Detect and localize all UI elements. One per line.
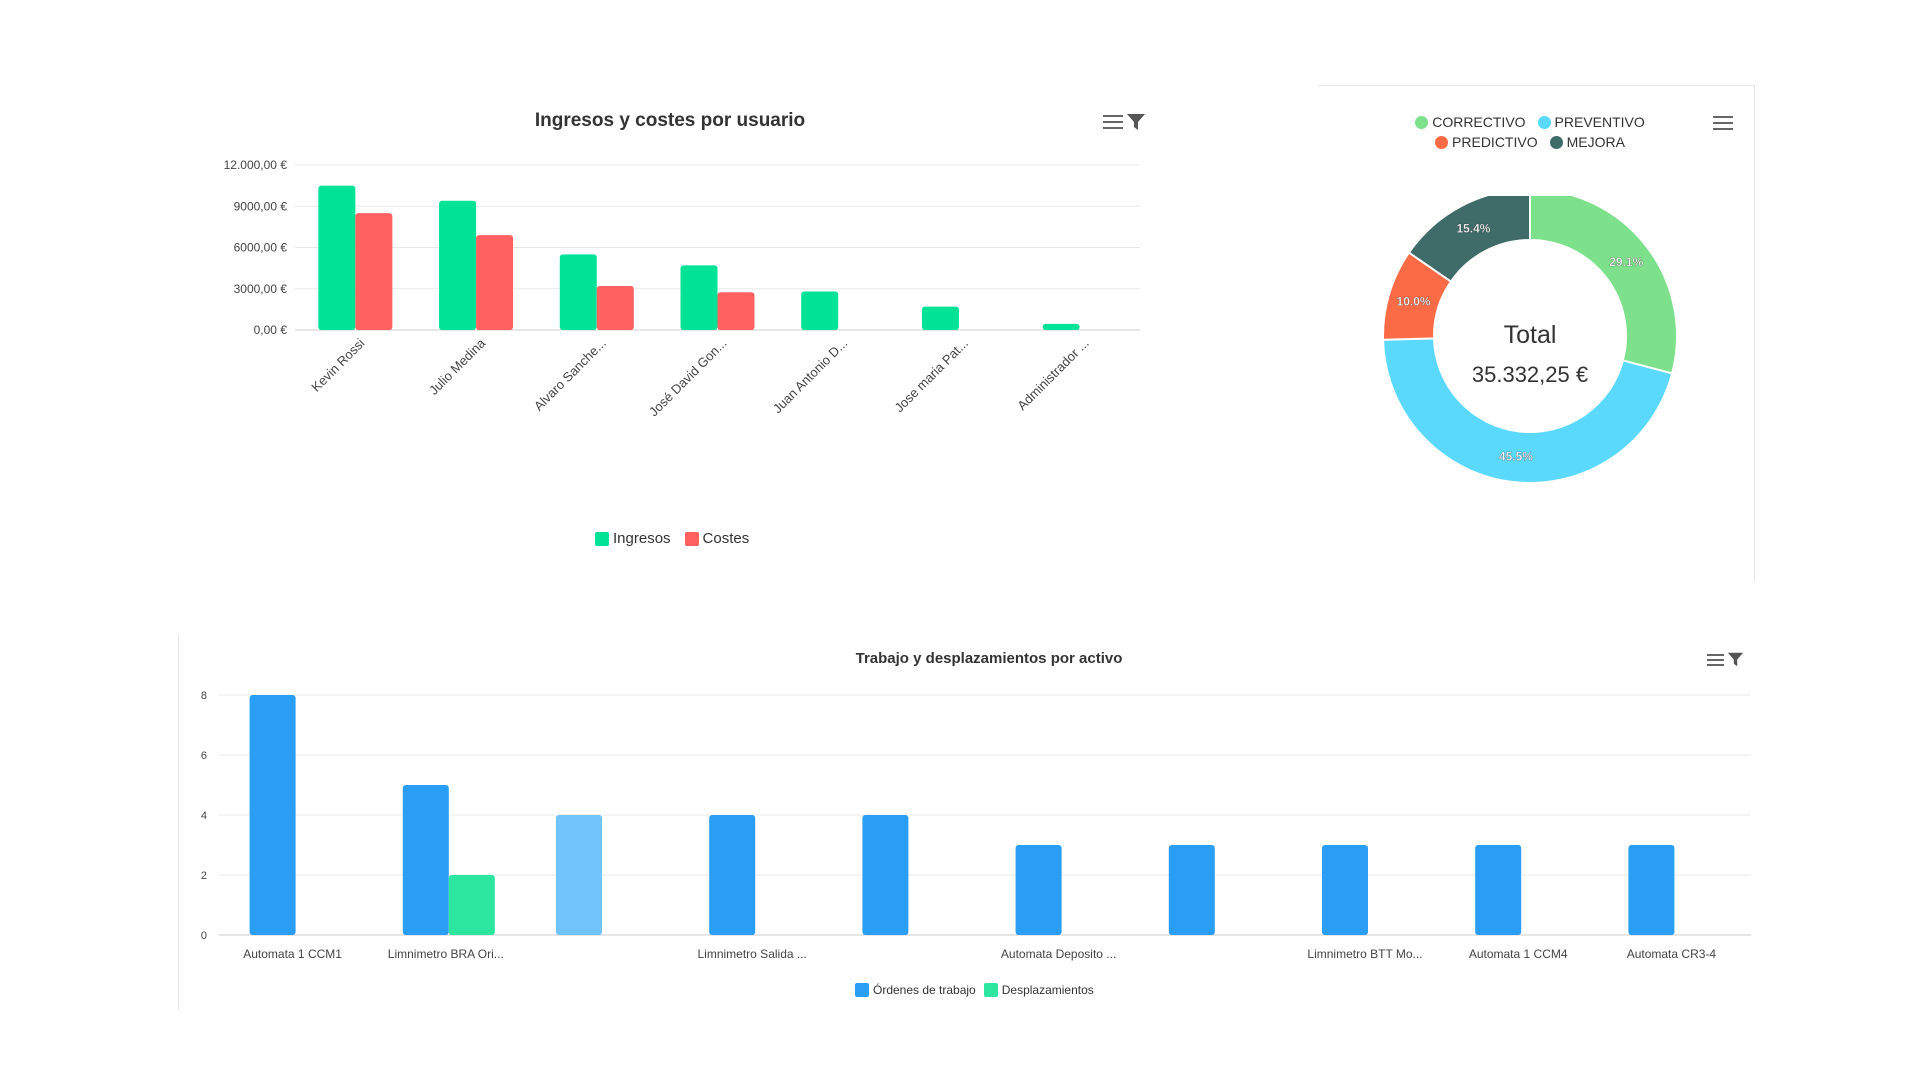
legend-item[interactable]: Órdenes de trabajo: [855, 983, 976, 997]
y-tick-label: 3000,00 €: [234, 282, 288, 296]
bar: [921, 306, 959, 330]
bar: [862, 815, 909, 935]
slice-label: 29.1%: [1609, 255, 1643, 269]
legend-item[interactable]: MEJORA: [1549, 134, 1625, 150]
menu-icon[interactable]: [1103, 115, 1123, 129]
donut-center-title: Total: [1503, 321, 1557, 349]
menu-icon[interactable]: [1713, 116, 1733, 130]
x-tick-label: Limnimetro Salida ...: [698, 947, 807, 961]
chart-toolbar: [1103, 112, 1146, 132]
x-tick-label: Automata CR3-4: [1627, 947, 1717, 961]
legend-label: Órdenes de trabajo: [873, 983, 976, 997]
chart-legend: Órdenes de trabajo Desplazamientos: [855, 983, 1094, 997]
x-tick-label: Alvaro Sanche...: [531, 336, 609, 414]
legend-item[interactable]: CORRECTIVO: [1415, 114, 1526, 130]
bar: [1168, 845, 1215, 935]
legend-item[interactable]: PREDICTIVO: [1435, 134, 1538, 150]
legend-swatch: [1537, 115, 1551, 129]
x-tick-label: Limnimetro BRA Ori...: [388, 947, 504, 961]
x-tick-label: Automata 1 CCM1: [243, 947, 342, 961]
x-tick-label: Automata Deposito ...: [1001, 947, 1116, 961]
filter-icon[interactable]: [1727, 651, 1744, 668]
legend-swatch: [983, 983, 998, 997]
bar: [709, 815, 756, 935]
y-tick-label: 6: [201, 750, 207, 762]
chart-legend: Ingresos Costes: [595, 530, 749, 547]
legend-label: PREDICTIVO: [1452, 134, 1538, 150]
legend-label: MEJORA: [1566, 134, 1625, 150]
legend-item[interactable]: Desplazamientos: [983, 983, 1094, 997]
x-tick-label: Juan Antonio D...: [770, 336, 851, 417]
bar-chart-plot: 0 2 4 6 8 Automata 1 CCM1 Limnimetro BRA Ori..…: [201, 690, 1751, 961]
bar: [1042, 323, 1080, 330]
legend-label: Costes: [702, 530, 750, 547]
slice-label: 45.5%: [1499, 450, 1533, 464]
chart-toolbar: [1707, 651, 1744, 668]
y-tick-label: 4: [201, 810, 207, 822]
donut-legend: CORRECTIVO PREVENTIVO PREDICTIVO MEJORA: [1370, 114, 1690, 150]
bar: [439, 200, 477, 330]
bar: [1322, 845, 1368, 935]
x-tick-label: Limnimetro BTT Mo...: [1307, 947, 1422, 961]
legend-label: CORRECTIVO: [1432, 114, 1526, 130]
slice-label: 15.4%: [1456, 221, 1490, 235]
legend-swatch: [1435, 135, 1449, 149]
bar: [1475, 845, 1522, 935]
donut-center: Total 35.332,25 €: [1430, 321, 1630, 388]
y-tick-label: 8: [201, 690, 207, 702]
donut-slice: [1529, 196, 1678, 375]
y-tick-label: 9000,00 €: [234, 199, 288, 213]
maintenance-type-donut-panel: CORRECTIVO PREVENTIVO PREDICTIVO MEJORA 29.…: [1318, 85, 1755, 581]
filter-icon[interactable]: [1126, 112, 1146, 132]
legend-item[interactable]: PREVENTIVO: [1537, 114, 1645, 130]
legend-item[interactable]: Ingresos: [595, 530, 671, 547]
bar: [596, 286, 634, 330]
legend-swatch: [1549, 135, 1563, 149]
bar: [402, 785, 449, 935]
menu-icon[interactable]: [1707, 653, 1724, 666]
chart-title: Ingresos y costes por usuario: [534, 110, 806, 131]
legend-swatch: [1415, 115, 1429, 129]
bar: [556, 815, 602, 935]
chart-title: Trabajo y desplazamientos por activo: [855, 650, 1123, 667]
bar: [801, 291, 839, 330]
x-tick-label: Automata 1 CCM4: [1469, 947, 1568, 961]
legend-swatch: [855, 983, 869, 997]
x-tick-label: José David Gon...: [646, 336, 730, 420]
x-tick-label: Julio Medina: [426, 335, 489, 398]
slice-label: 10.0%: [1397, 294, 1431, 308]
bar: [680, 265, 718, 330]
bar: [448, 875, 495, 935]
donut-slice: [1407, 196, 1531, 283]
bar-chart-plot: 0,00 € 3000,00 € 6000,00 € 9000,00 € 12.000,…: [224, 158, 1140, 420]
legend-label: Desplazamientos: [1001, 983, 1094, 997]
bar: [1015, 845, 1062, 935]
y-tick-label: 0,00 €: [254, 323, 288, 337]
x-tick-label: Administrador ...: [1014, 336, 1092, 414]
bar: [355, 213, 393, 330]
bar: [717, 292, 755, 330]
y-tick-label: 0: [201, 930, 207, 942]
chart-toolbar: [1713, 116, 1733, 130]
donut-plot: 29.1% 45.5% 10.0% 15.4%: [1382, 196, 1678, 484]
legend-label: Ingresos: [613, 530, 671, 547]
x-tick-label: Jose maria Pat...: [891, 336, 971, 416]
legend-swatch: [684, 531, 699, 546]
bar: [249, 695, 296, 935]
revenue-cost-chart-panel: Ingresos y costes por usuario 0,00 € 3000…: [200, 90, 1180, 570]
bar: [559, 254, 597, 330]
x-tick-label: Kevin Rossi: [308, 335, 367, 394]
work-travel-chart-panel: Trabajo y desplazamientos por activo 0 2 4…: [178, 635, 1759, 1010]
donut-slice: [1382, 337, 1674, 484]
y-tick-label: 6000,00 €: [234, 241, 288, 255]
bar: [318, 185, 356, 330]
donut-center-value: 35.332,25 €: [1471, 362, 1589, 387]
y-tick-label: 2: [201, 870, 207, 882]
y-tick-label: 12.000,00 €: [224, 158, 288, 172]
bar: [1628, 845, 1675, 935]
legend-swatch: [595, 531, 609, 546]
bar: [476, 235, 514, 330]
legend-item[interactable]: Costes: [684, 530, 750, 547]
legend-label: PREVENTIVO: [1554, 114, 1645, 130]
